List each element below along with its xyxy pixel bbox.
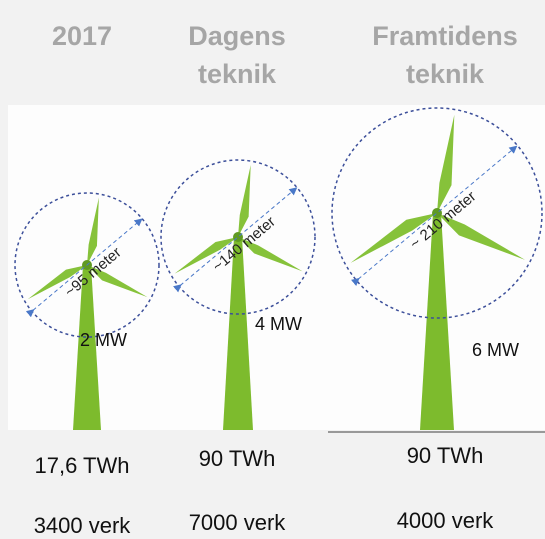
power-label: 2 MW xyxy=(80,330,127,350)
energy-label: 17,6 TWh xyxy=(35,453,130,478)
column-title: teknik xyxy=(198,59,277,89)
column-title: teknik xyxy=(406,59,485,89)
plant-count: 4000 verk xyxy=(397,508,495,533)
plant-count: 7000 verk xyxy=(189,510,287,535)
column-title: Framtidens xyxy=(372,21,518,51)
energy-label: 90 TWh xyxy=(407,443,484,468)
column-title: 2017 xyxy=(52,21,112,51)
power-label: 4 MW xyxy=(255,314,302,334)
infographic: 2017~95 meter2 MW17,6 TWh3400 verkDagens… xyxy=(0,0,545,539)
energy-label: 90 TWh xyxy=(199,446,276,471)
power-label: 6 MW xyxy=(472,340,519,360)
plant-count: 3400 verk xyxy=(34,513,132,538)
column-title: Dagens xyxy=(188,21,286,51)
